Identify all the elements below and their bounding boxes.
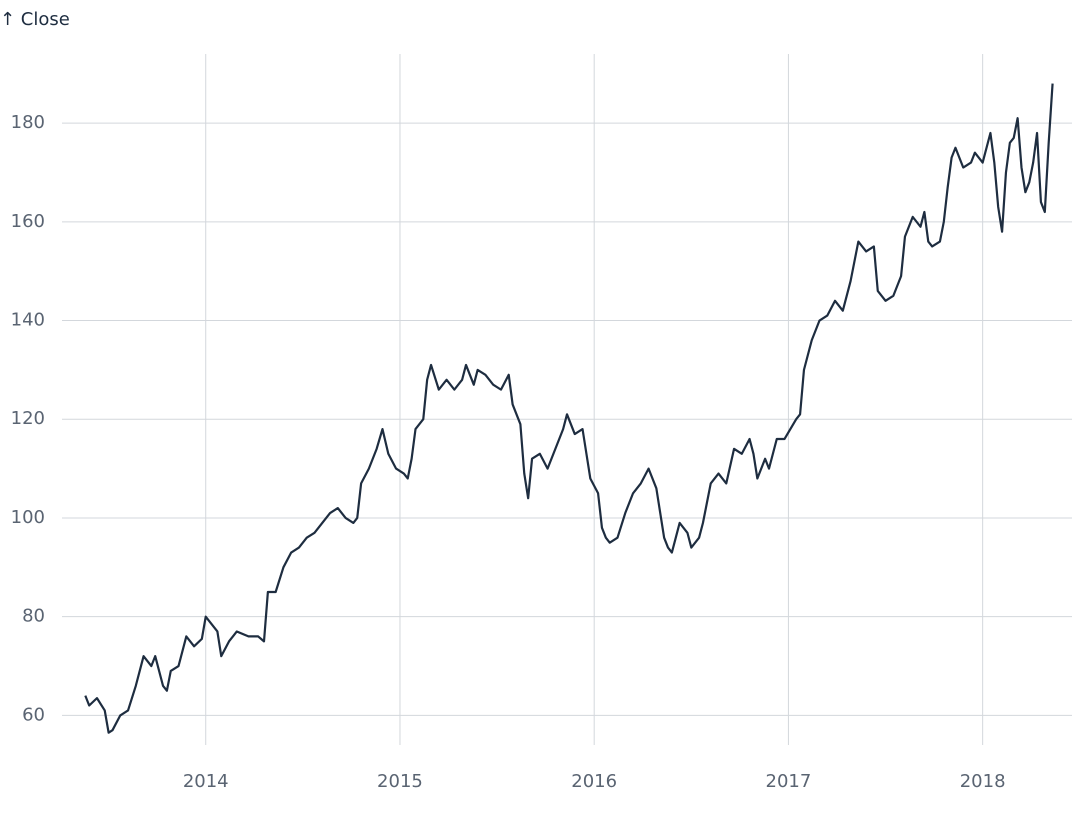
y-tick-label: 180	[11, 112, 45, 133]
y-tick-label: 160	[11, 211, 45, 232]
y-tick-label: 120	[11, 408, 45, 429]
y-axis-label: ↑ Close	[0, 9, 70, 30]
y-tick-label: 80	[22, 606, 45, 627]
y-tick-label: 60	[22, 704, 45, 725]
x-tick-label: 2014	[183, 771, 229, 792]
price-line	[84, 83, 1054, 734]
x-tick-label: 2018	[960, 771, 1006, 792]
y-tick-label: 140	[11, 310, 45, 331]
x-tick-label: 2016	[571, 771, 617, 792]
y-tick-label: 100	[11, 507, 45, 528]
x-tick-label: 2015	[377, 771, 423, 792]
x-tick-label: 2017	[766, 771, 812, 792]
